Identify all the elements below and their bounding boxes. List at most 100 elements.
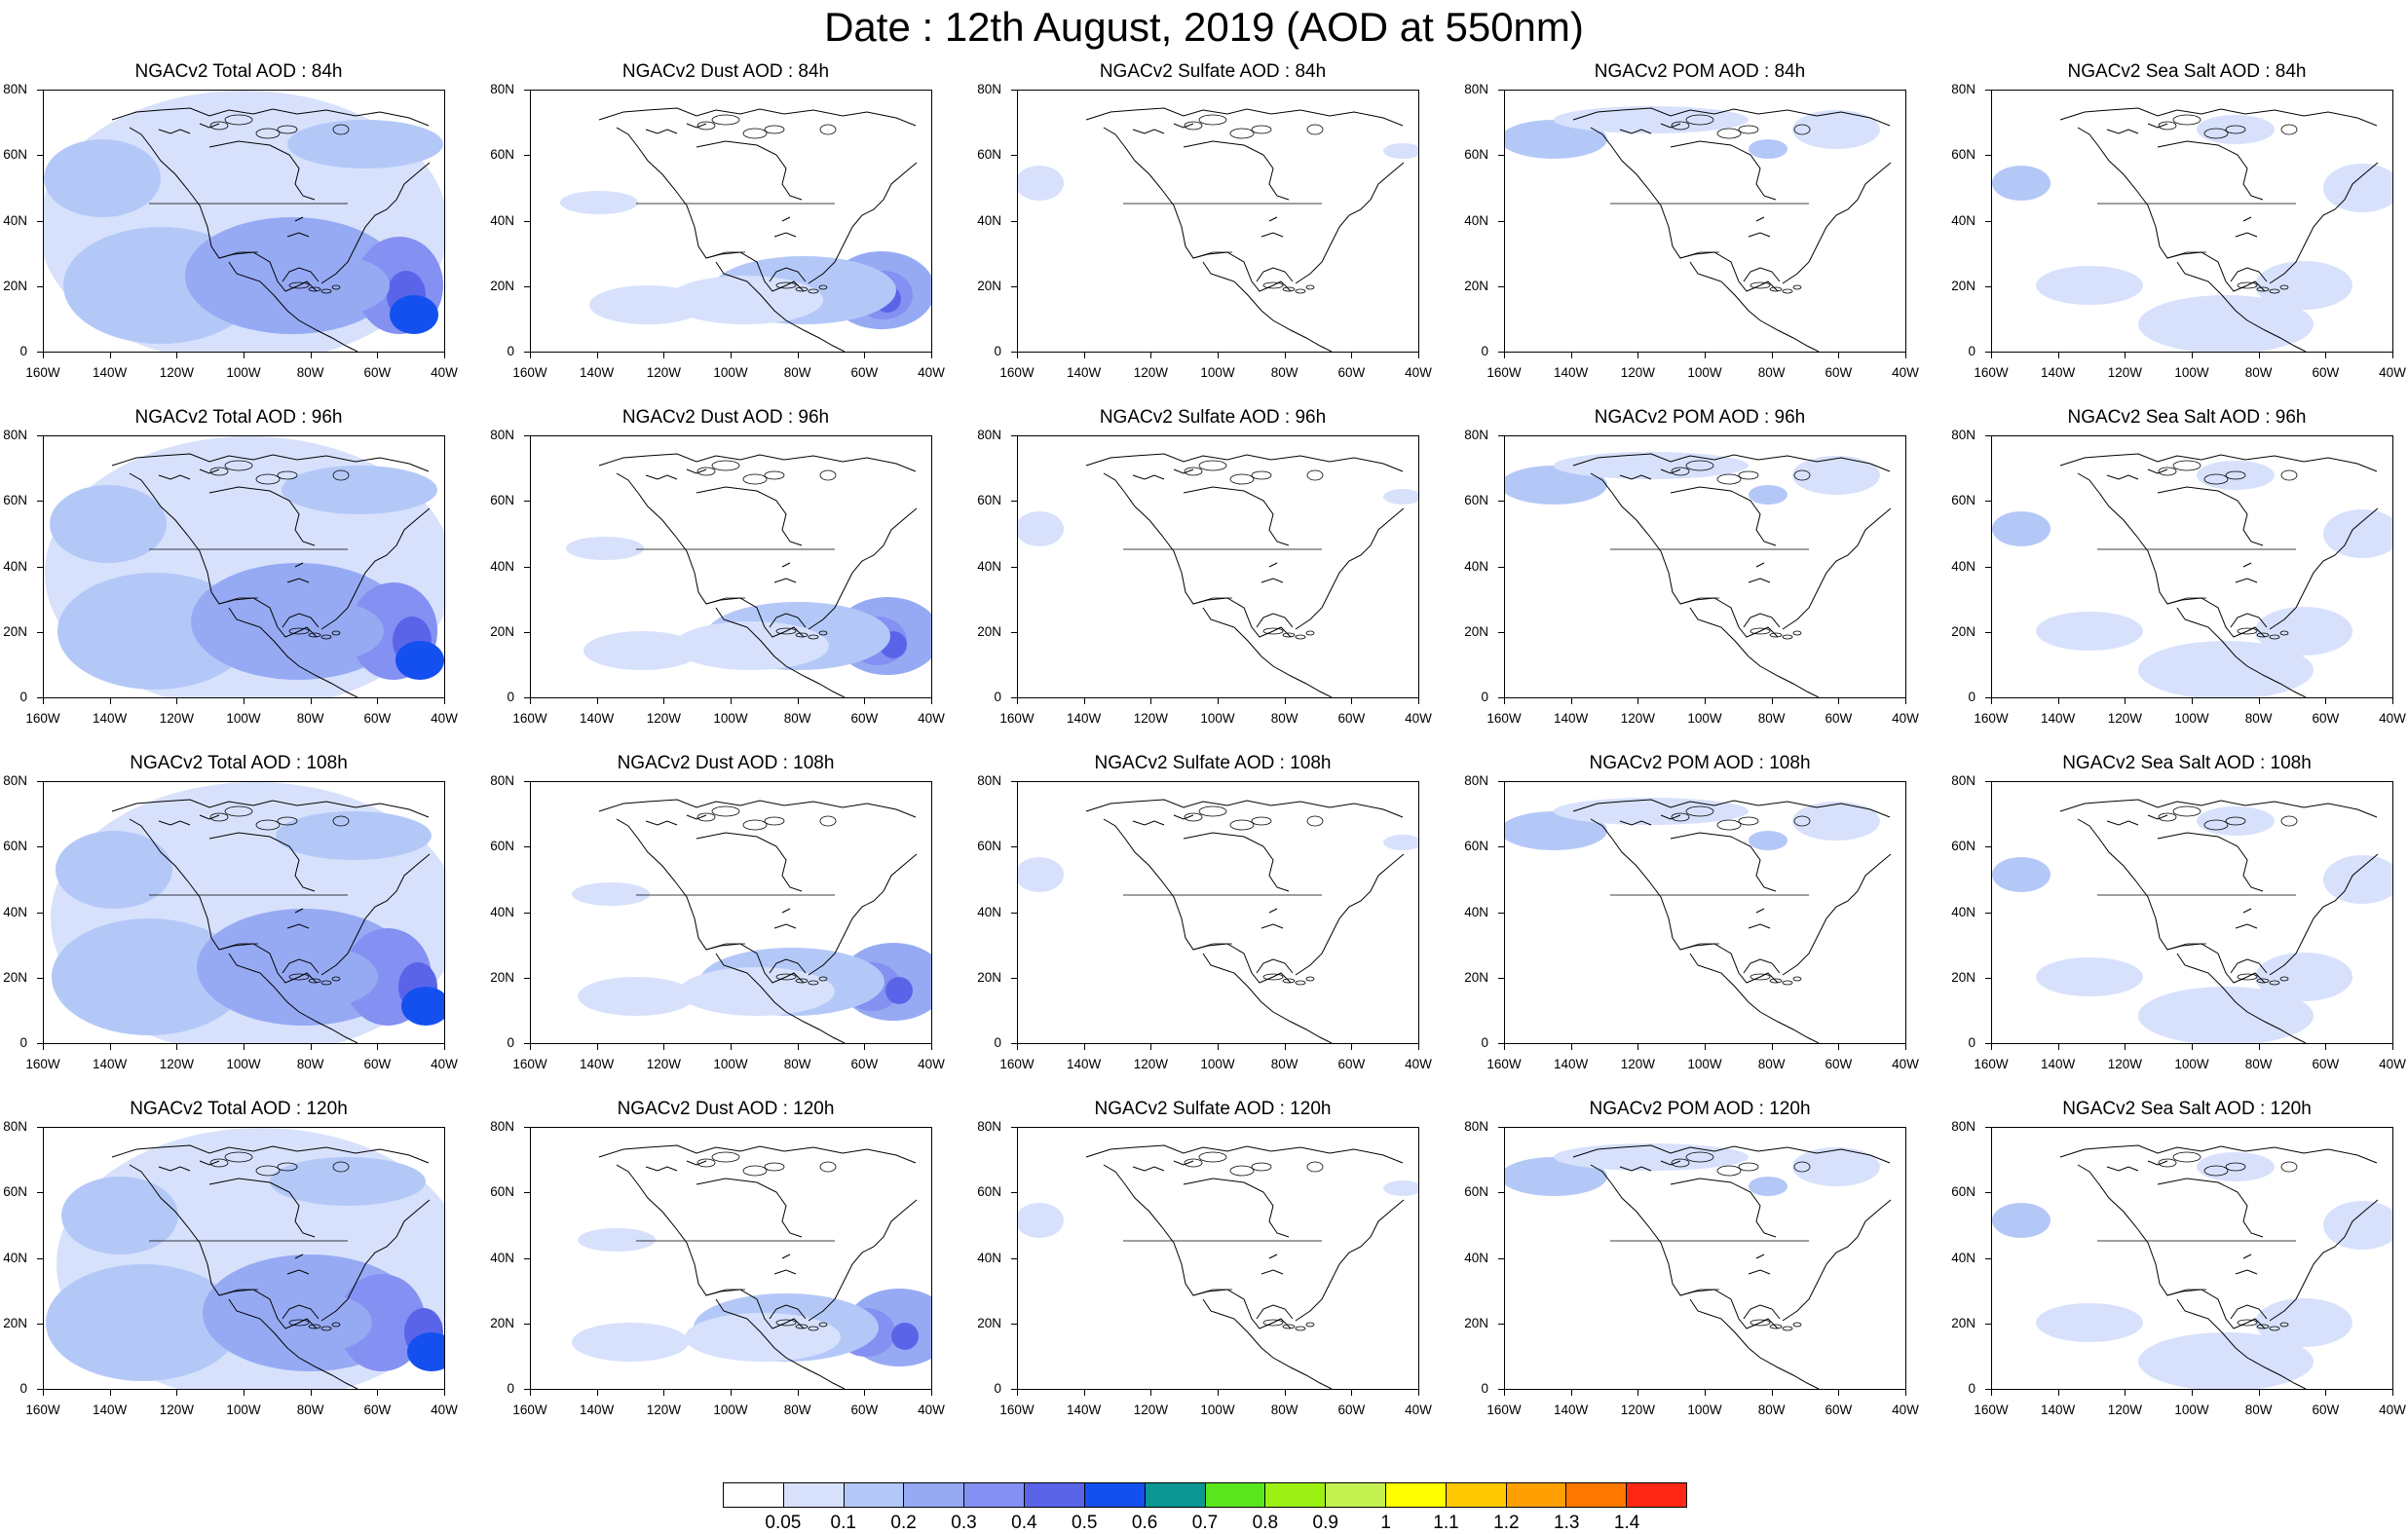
- island-outline: [2269, 288, 2280, 294]
- aod-patch: [1792, 110, 1880, 149]
- island-outline: [2256, 1324, 2270, 1329]
- map-frame: [1017, 435, 1419, 698]
- aod-patch: [589, 285, 706, 324]
- x-tick-label: 40W: [2379, 711, 2406, 726]
- map-frame: [43, 781, 445, 1044]
- map-frame: [1504, 435, 1906, 698]
- x-tick-mark: [1991, 1390, 1992, 1396]
- x-tick-mark: [864, 1044, 866, 1050]
- aod-patch: [401, 987, 444, 1026]
- aod-patch: [1749, 1177, 1787, 1196]
- panel-title: NGACv2 POM AOD : 96h: [1594, 407, 1806, 428]
- aod-field: [1018, 1180, 1418, 1238]
- x-tick-label: 140W: [1554, 1403, 1589, 1417]
- island-outline: [2269, 1326, 2280, 1331]
- aod-field: [572, 1228, 931, 1366]
- aod-map: [1018, 453, 1418, 697]
- island-outline: [1782, 288, 1793, 294]
- x-tick-mark: [244, 1044, 245, 1050]
- y-tick-mark: [1985, 977, 1991, 979]
- x-tick-label: 40W: [1405, 711, 1432, 726]
- map-frame: [530, 1127, 932, 1390]
- x-tick-mark: [1905, 1390, 1906, 1396]
- y-tick-label: 60N: [1951, 839, 1975, 854]
- island-outline: [1184, 1158, 1203, 1168]
- island-outline: [2203, 128, 2229, 139]
- island-outline: [1782, 980, 1793, 986]
- y-tick-mark: [1498, 352, 1504, 353]
- island-outline: [2279, 630, 2289, 636]
- y-tick-label: 0: [1481, 1381, 1488, 1396]
- x-tick-mark: [2192, 698, 2193, 704]
- map-panel-sulfate-row1: NGACv2 Sulfate AOD : 84h 80N 60N 40N 20N 0 160…: [974, 59, 1451, 395]
- y-tick-mark: [1498, 566, 1504, 568]
- x-tick-label: 80W: [783, 711, 811, 726]
- x-tick-mark: [1991, 698, 1992, 704]
- aod-patch: [390, 295, 438, 334]
- x-tick-mark: [731, 698, 732, 704]
- island-outline: [2280, 469, 2298, 481]
- aod-patch: [2197, 806, 2275, 836]
- country-border: [636, 894, 835, 951]
- aod-patch: [2255, 953, 2352, 1001]
- x-tick-mark: [1418, 698, 1419, 704]
- island-outline: [1251, 470, 1272, 480]
- y-tick-label: 80N: [1951, 1119, 1975, 1134]
- aod-patch: [1992, 857, 2051, 892]
- map-panel-dust-row2: NGACv2 Dust AOD : 96h 80N 60N 40N 20N 0 160W 14…: [487, 405, 964, 741]
- x-tick-mark: [731, 353, 732, 358]
- panel-title: NGACv2 Sulfate AOD : 120h: [1094, 1099, 1332, 1119]
- island-outline: [2225, 816, 2246, 826]
- y-tick-mark: [1985, 846, 1991, 848]
- x-tick-label: 160W: [999, 365, 1035, 380]
- x-tick-label: 120W: [159, 365, 194, 380]
- y-tick-mark: [1985, 435, 1991, 436]
- island-outline: [288, 627, 310, 635]
- island-outline: [775, 973, 797, 981]
- map-panel-dust-row1: NGACv2 Dust AOD : 84h 80N 60N 40N 20N 0 160W 14…: [487, 59, 964, 395]
- x-tick-label: 40W: [1405, 1403, 1432, 1417]
- island-outline: [308, 978, 321, 984]
- island-outline: [1792, 1322, 1802, 1328]
- map-frame: [43, 1127, 445, 1390]
- island-outline: [209, 1158, 229, 1168]
- y-tick-mark: [37, 1323, 43, 1325]
- aod-patch: [1018, 166, 1064, 201]
- x-tick-label: 160W: [1974, 365, 2009, 380]
- country-border: [1610, 1240, 1809, 1296]
- aod-patch: [2197, 115, 2275, 144]
- island-outline: [2237, 627, 2258, 635]
- island-outline: [1251, 1162, 1272, 1172]
- aod-patch: [2255, 607, 2352, 655]
- x-tick-label: 40W: [1405, 365, 1432, 380]
- aod-patch: [271, 948, 378, 1006]
- y-tick-mark: [37, 1389, 43, 1390]
- y-tick-mark: [1985, 781, 1991, 782]
- x-tick-mark: [1218, 1390, 1219, 1396]
- x-tick-mark: [2192, 1044, 2193, 1050]
- x-tick-mark: [1570, 1390, 1572, 1396]
- country-border: [1610, 894, 1809, 951]
- y-tick-label: 80N: [490, 773, 514, 788]
- x-tick-mark: [2057, 1390, 2059, 1396]
- island-outline: [320, 288, 332, 294]
- x-tick-mark: [864, 353, 866, 358]
- colorbar-swatch: [783, 1483, 845, 1507]
- island-outline: [1769, 1324, 1783, 1329]
- x-tick-mark: [1284, 353, 1286, 358]
- x-tick-mark: [1284, 1390, 1286, 1396]
- island-outline: [2172, 1151, 2201, 1163]
- x-tick-mark: [1150, 698, 1152, 704]
- y-tick-mark: [524, 846, 530, 848]
- y-tick-label: 0: [994, 690, 1001, 704]
- x-tick-label: 100W: [1200, 1057, 1235, 1071]
- island-outline: [1282, 1324, 1296, 1329]
- island-outline: [1229, 819, 1255, 831]
- x-tick-mark: [444, 698, 445, 704]
- y-tick-mark: [524, 781, 530, 782]
- aod-patch: [2197, 1152, 2275, 1181]
- colorbar-swatch: [724, 1483, 784, 1507]
- x-tick-mark: [596, 1390, 598, 1396]
- y-tick-mark: [37, 912, 43, 914]
- aod-map: [560, 107, 931, 352]
